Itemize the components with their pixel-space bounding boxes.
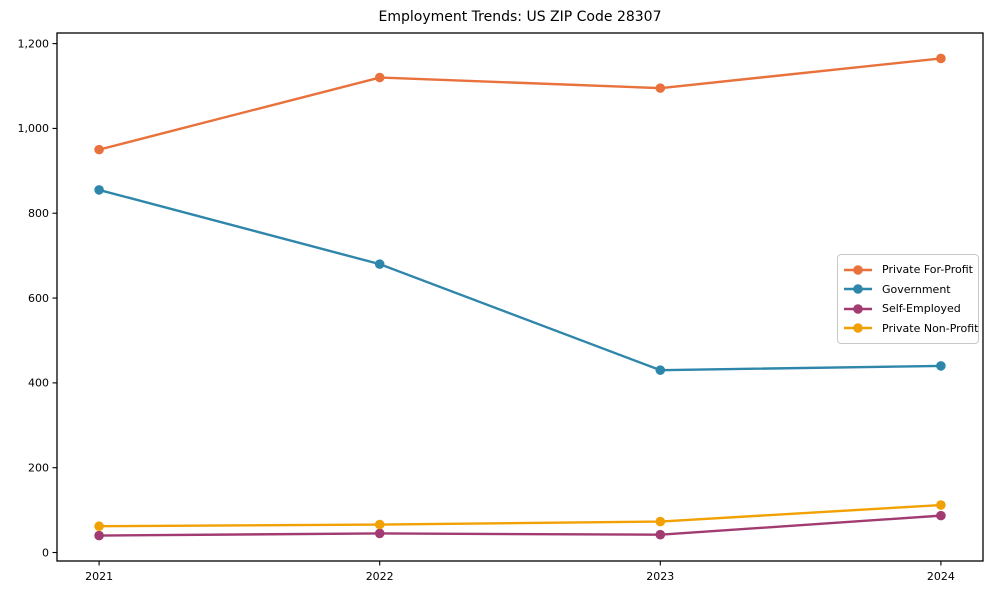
y-axis-tick-label: 600 <box>28 292 49 305</box>
y-axis-tick-label: 1,200 <box>18 37 50 50</box>
data-point-marker <box>936 53 946 64</box>
data-point-marker <box>374 519 385 530</box>
x-axis-tick-label: 2021 <box>85 570 113 583</box>
legend-marker-icon <box>844 303 872 314</box>
y-axis-tick-label: 800 <box>28 207 49 220</box>
legend-item: Private For-Profit <box>843 260 973 280</box>
data-point-marker <box>94 144 104 155</box>
legend: Private For-Profit Government Self-Employe… <box>837 254 979 344</box>
legend-item: Government <box>843 280 972 300</box>
x-axis-tick-label: 2023 <box>646 570 674 583</box>
series-line-self-employed <box>97 514 943 537</box>
series-line-private-non-profit <box>97 503 943 528</box>
x-axis-tick-label: 2024 <box>927 570 955 583</box>
data-point-marker <box>374 528 385 539</box>
legend-item: Private Non-Profit <box>843 319 978 339</box>
data-point-marker <box>374 259 385 269</box>
data-point-marker <box>94 185 104 195</box>
legend-label: Private For-Profit <box>882 263 973 277</box>
legend-item: Self-Employed <box>843 299 972 319</box>
y-axis-tick-label: 400 <box>28 377 49 390</box>
data-point-marker <box>655 516 666 527</box>
y-axis-tick-label: 200 <box>28 461 49 474</box>
y-axis-tick-label: 0 <box>42 546 49 559</box>
data-point-marker <box>936 361 946 371</box>
legend-label: Government <box>882 282 951 296</box>
data-point-marker <box>655 529 666 540</box>
plot-border <box>56 32 984 562</box>
chart-title: Employment Trends: US ZIP Code 28307 <box>378 9 662 25</box>
legend-marker-icon <box>844 323 872 334</box>
data-point-marker <box>94 530 104 541</box>
data-point-marker <box>936 500 946 510</box>
x-axis-tick-label: 2022 <box>366 570 394 583</box>
data-point-marker <box>936 510 946 521</box>
data-point-marker <box>374 72 385 83</box>
legend-marker-icon <box>844 284 872 295</box>
series-line-government <box>97 188 943 372</box>
series-line-private-for-profit <box>97 57 943 151</box>
data-point-marker <box>655 365 666 375</box>
data-point-marker <box>94 521 104 532</box>
data-point-marker <box>655 83 666 93</box>
y-axis-tick-label: 1,000 <box>18 122 50 135</box>
legend-label: Private Non-Profit <box>882 321 979 335</box>
legend-label: Self-Employed <box>882 302 961 316</box>
legend-marker-icon <box>844 264 872 275</box>
